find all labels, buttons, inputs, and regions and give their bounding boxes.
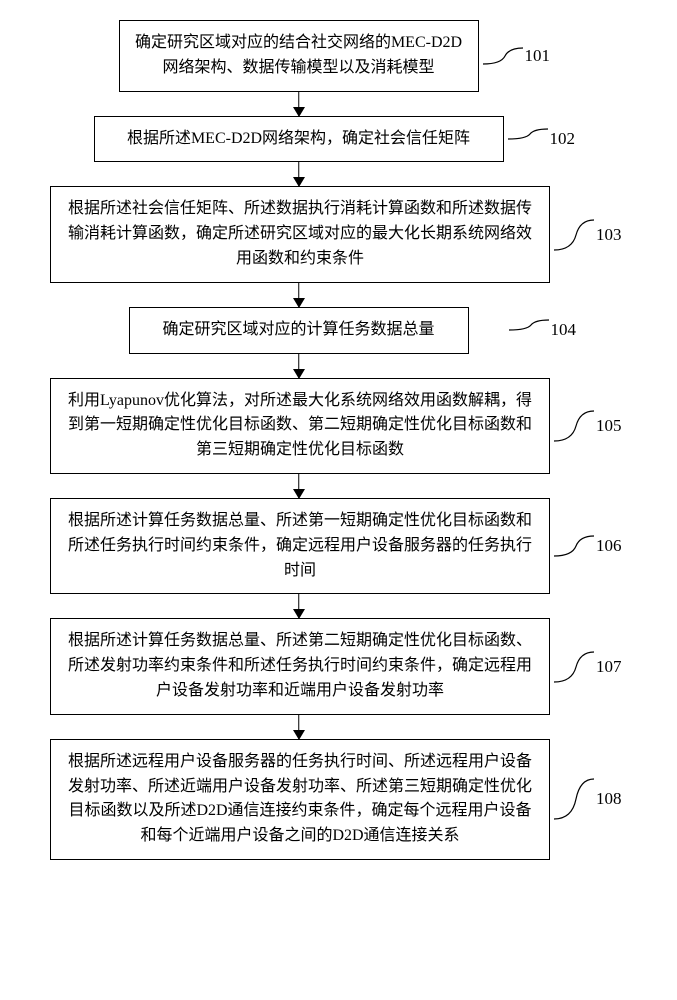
- flow-step-105: 利用Lyapunov优化算法，对所述最大化系统网络效用函数解耦，得到第一短期确定…: [0, 378, 677, 474]
- arrow-connector: [0, 162, 677, 186]
- flow-step-108: 根据所述远程用户设备服务器的任务执行时间、所述远程用户设备发射功率、所述近端用户…: [0, 739, 677, 860]
- flow-step-102: 根据所述MEC-D2D网络架构，确定社会信任矩阵 102: [0, 116, 677, 163]
- step-id: 101: [525, 46, 551, 66]
- flow-step-101: 确定研究区域对应的结合社交网络的MEC-D2D网络架构、数据传输模型以及消耗模型…: [0, 20, 677, 92]
- step-id: 102: [550, 129, 576, 149]
- flowchart-container: 确定研究区域对应的结合社交网络的MEC-D2D网络架构、数据传输模型以及消耗模型…: [0, 20, 677, 860]
- step-box: 根据所述MEC-D2D网络架构，确定社会信任矩阵: [94, 116, 504, 163]
- step-text: 确定研究区域对应的计算任务数据总量: [162, 321, 434, 338]
- step-box: 利用Lyapunov优化算法，对所述最大化系统网络效用函数解耦，得到第一短期确定…: [50, 378, 550, 474]
- flow-step-107: 根据所述计算任务数据总量、所述第二短期确定性优化目标函数、所述发射功率约束条件和…: [0, 618, 677, 714]
- step-id: 106: [596, 536, 622, 556]
- curve-connector-icon: [508, 124, 548, 154]
- step-text: 根据所述远程用户设备服务器的任务执行时间、所述远程用户设备发射功率、所述近端用户…: [68, 753, 532, 844]
- curve-connector-icon: [554, 401, 594, 451]
- flow-step-106: 根据所述计算任务数据总量、所述第一短期确定性优化目标函数和所述任务执行时间约束条…: [0, 498, 677, 594]
- step-label: 106: [554, 526, 622, 566]
- step-box: 根据所述远程用户设备服务器的任务执行时间、所述远程用户设备发射功率、所述近端用户…: [50, 739, 550, 860]
- step-label: 101: [483, 36, 551, 76]
- step-box: 根据所述计算任务数据总量、所述第二短期确定性优化目标函数、所述发射功率约束条件和…: [50, 618, 550, 714]
- step-label: 105: [554, 401, 622, 451]
- step-box: 确定研究区域对应的结合社交网络的MEC-D2D网络架构、数据传输模型以及消耗模型: [119, 20, 479, 92]
- step-id: 108: [596, 789, 622, 809]
- step-box: 根据所述计算任务数据总量、所述第一短期确定性优化目标函数和所述任务执行时间约束条…: [50, 498, 550, 594]
- curve-connector-icon: [509, 315, 549, 345]
- arrow-connector: [0, 283, 677, 307]
- arrow-connector: [0, 354, 677, 378]
- step-text: 根据所述计算任务数据总量、所述第一短期确定性优化目标函数和所述任务执行时间约束条…: [68, 512, 532, 579]
- arrow-connector: [0, 474, 677, 498]
- step-label: 102: [508, 124, 576, 154]
- curve-connector-icon: [483, 36, 523, 76]
- step-id: 104: [551, 320, 577, 340]
- step-text: 根据所述社会信任矩阵、所述数据执行消耗计算函数和所述数据传输消耗计算函数，确定所…: [68, 200, 532, 267]
- step-text: 确定研究区域对应的结合社交网络的MEC-D2D网络架构、数据传输模型以及消耗模型: [135, 34, 462, 76]
- curve-connector-icon: [554, 642, 594, 692]
- step-label: 103: [554, 210, 622, 260]
- step-label: 107: [554, 642, 622, 692]
- arrow-connector: [0, 594, 677, 618]
- flow-step-103: 根据所述社会信任矩阵、所述数据执行消耗计算函数和所述数据传输消耗计算函数，确定所…: [0, 186, 677, 282]
- step-box: 根据所述社会信任矩阵、所述数据执行消耗计算函数和所述数据传输消耗计算函数，确定所…: [50, 186, 550, 282]
- curve-connector-icon: [554, 769, 594, 829]
- arrow-connector: [0, 715, 677, 739]
- flow-step-104: 确定研究区域对应的计算任务数据总量 104: [0, 307, 677, 354]
- step-text: 根据所述MEC-D2D网络架构，确定社会信任矩阵: [127, 130, 470, 147]
- curve-connector-icon: [554, 526, 594, 566]
- step-text: 根据所述计算任务数据总量、所述第二短期确定性优化目标函数、所述发射功率约束条件和…: [68, 632, 532, 699]
- step-id: 107: [596, 657, 622, 677]
- step-text: 利用Lyapunov优化算法，对所述最大化系统网络效用函数解耦，得到第一短期确定…: [68, 392, 532, 459]
- arrow-connector: [0, 92, 677, 116]
- step-box: 确定研究区域对应的计算任务数据总量: [129, 307, 469, 354]
- step-id: 103: [596, 225, 622, 245]
- step-id: 105: [596, 416, 622, 436]
- step-label: 104: [509, 315, 577, 345]
- curve-connector-icon: [554, 210, 594, 260]
- step-label: 108: [554, 769, 622, 829]
